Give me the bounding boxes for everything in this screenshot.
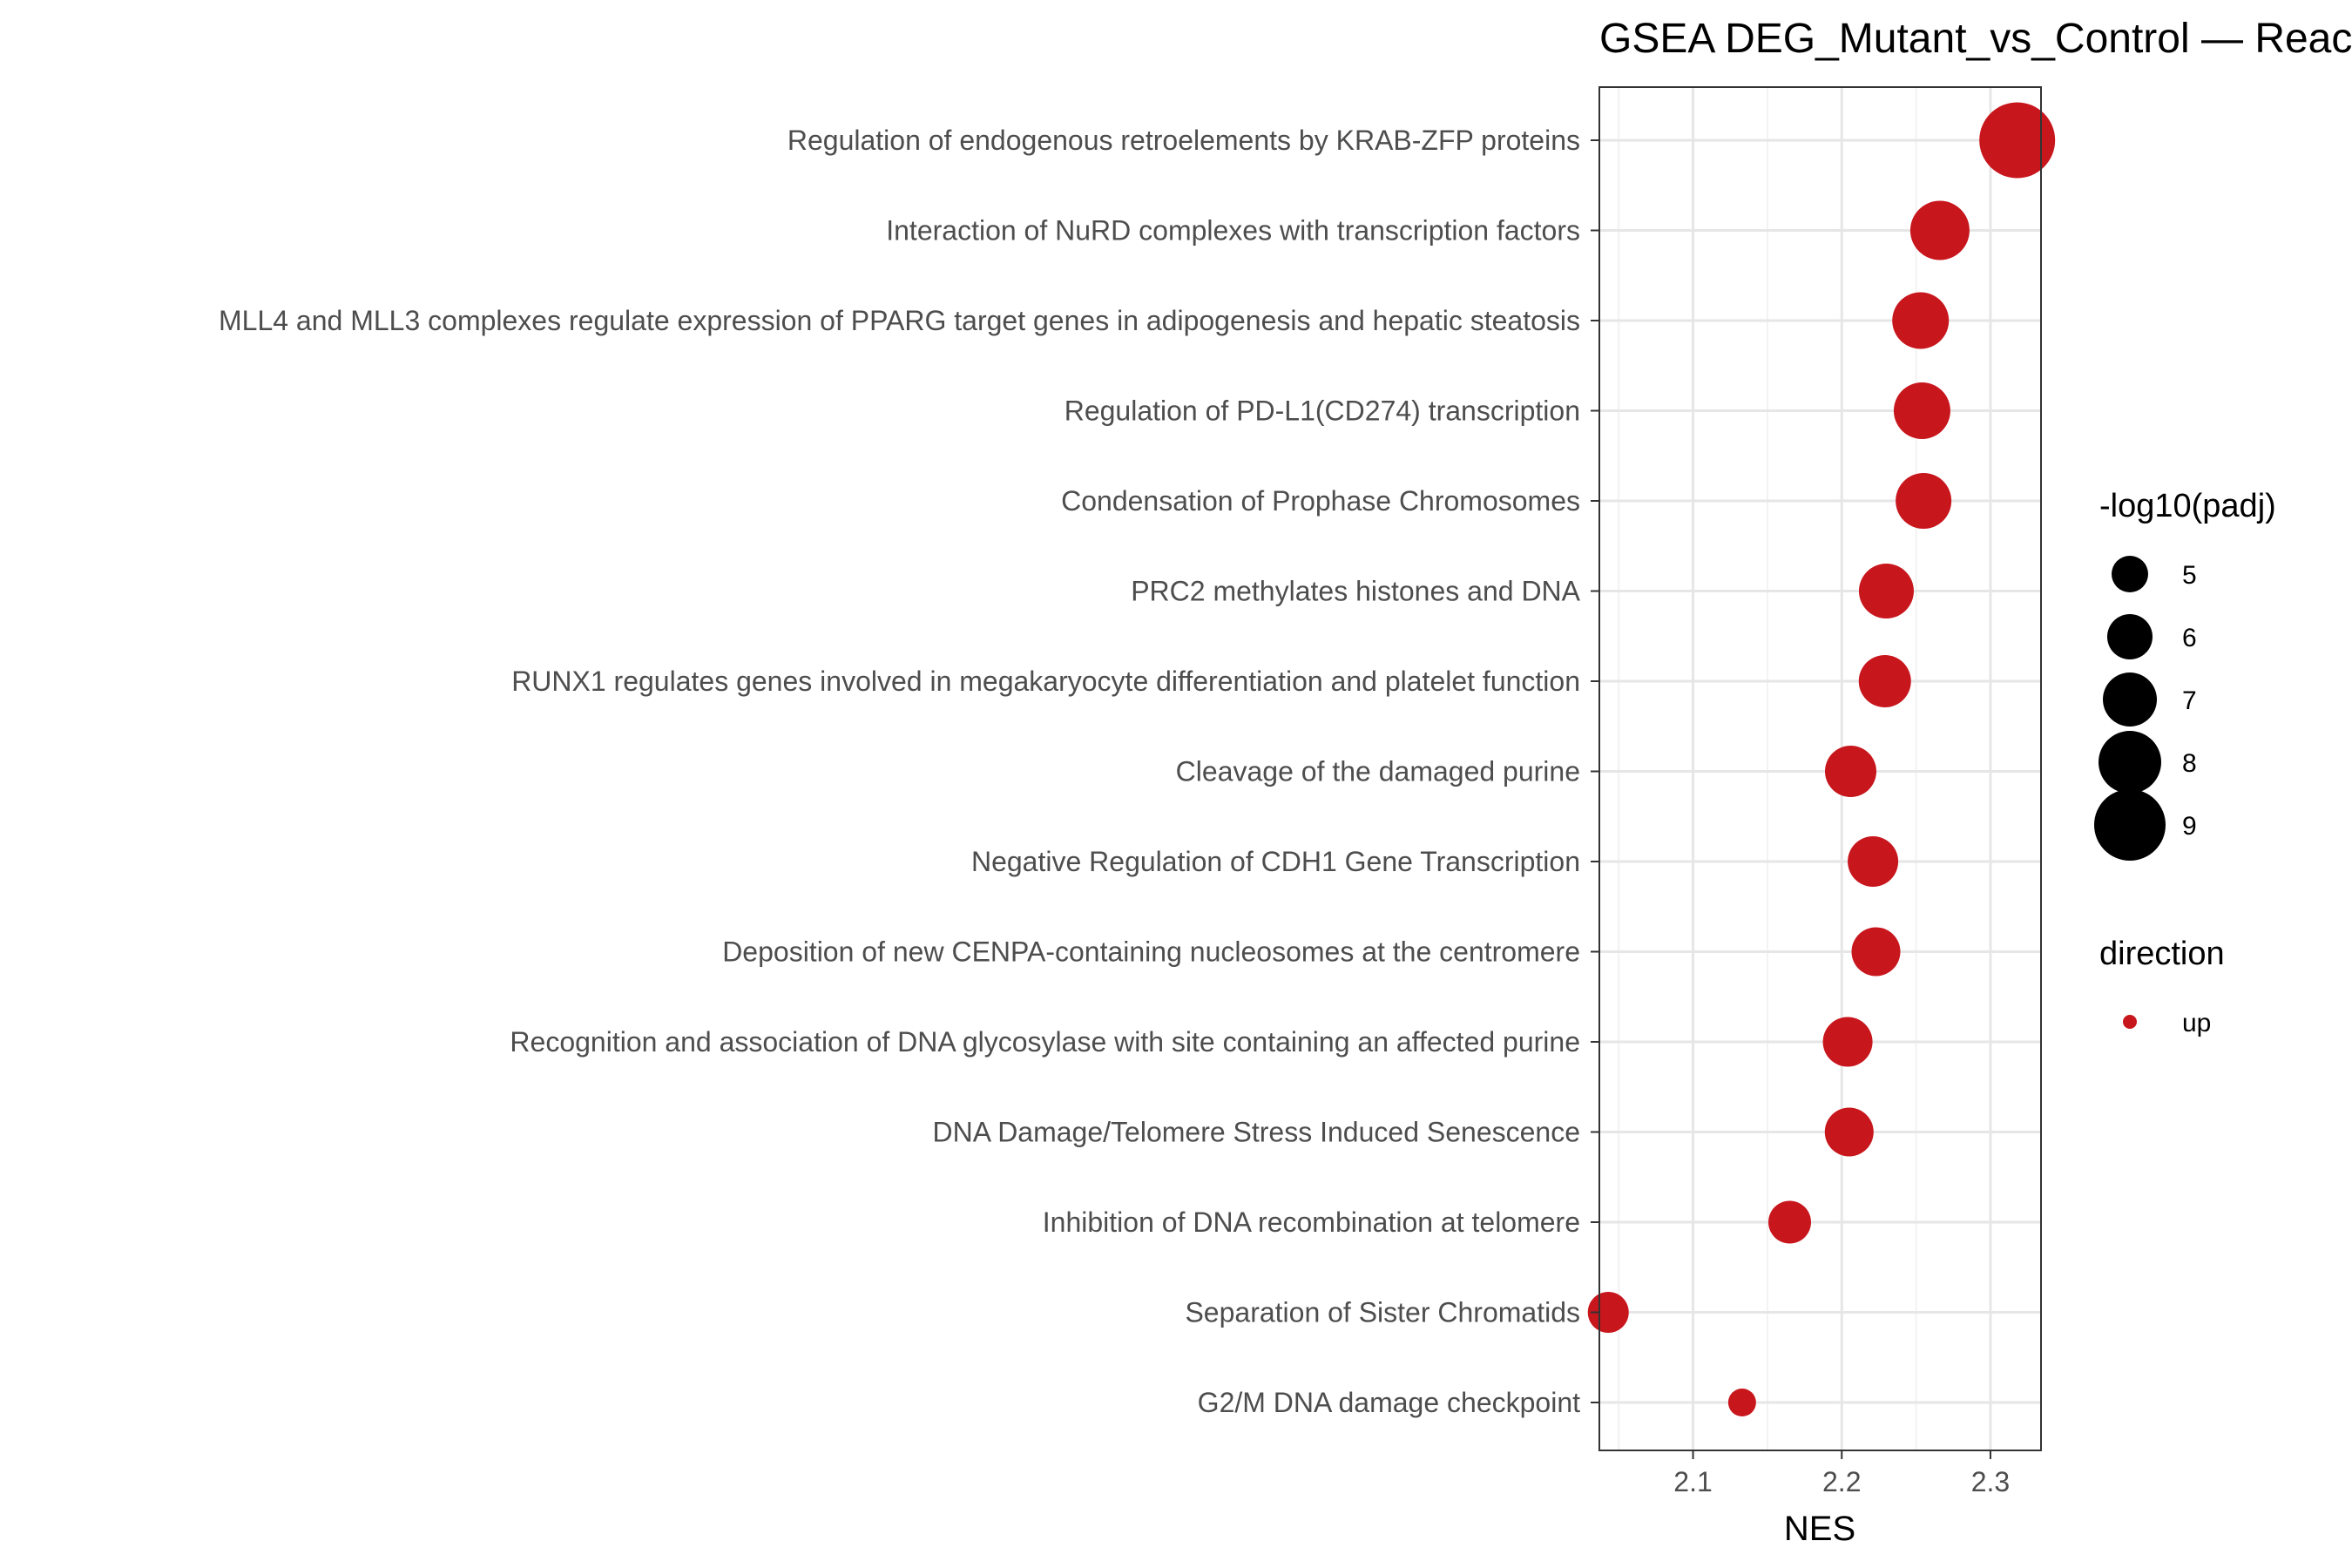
data-point	[1858, 655, 1911, 707]
size-legend-label: 7	[2182, 686, 2197, 715]
color-legend-label: up	[2182, 1009, 2211, 1037]
size-legend-title: -log10(padj)	[2099, 488, 2276, 524]
y-tick-label: Interaction of NuRD complexes with trans…	[886, 215, 1580, 247]
size-legend-key	[2103, 672, 2157, 727]
y-tick-label: DNA Damage/Telomere Stress Induced Senes…	[933, 1117, 1581, 1148]
y-tick-label: Inhibition of DNA recombination at telom…	[1043, 1206, 1580, 1238]
plot-panel	[1587, 86, 2056, 1451]
data-point	[1822, 1017, 1873, 1067]
x-axis: 2.1 2.2 2.3	[1673, 1450, 2010, 1497]
x-tick-label: 2.2	[1822, 1466, 1861, 1497]
y-tick-label: MLL4 and MLL3 complexes regulate express…	[219, 305, 1580, 336]
panel-border	[1598, 86, 2042, 1451]
major-gridlines	[1599, 87, 2041, 1450]
panel-background	[1599, 87, 2041, 1450]
data-point	[1727, 1389, 1756, 1416]
size-legend: -log10(padj) 5 6 7 8 9	[2094, 488, 2276, 861]
data-point	[1848, 836, 1899, 887]
data-point	[1824, 746, 1876, 797]
color-legend-key	[2123, 1015, 2137, 1029]
data-point	[1909, 200, 1970, 260]
data-point	[1824, 1107, 1874, 1157]
size-legend-key	[2099, 731, 2161, 794]
y-tick-label: Cleavage of the damaged purine	[1176, 756, 1580, 787]
size-legend-key	[2094, 789, 2166, 861]
size-legend-key	[2107, 614, 2153, 659]
data-point	[1896, 473, 1952, 529]
data-points	[1587, 102, 2056, 1416]
size-legend-label: 5	[2182, 561, 2197, 590]
y-tick-label: Regulation of PD-L1(CD274) transcription	[1064, 395, 1580, 427]
x-tick-label: 2.1	[1673, 1466, 1712, 1497]
data-point	[1587, 1292, 1629, 1333]
chart-title: GSEA DEG_Mutant_vs_Control — Reactome	[1599, 16, 2352, 62]
x-tick-label: 2.3	[1971, 1466, 2010, 1497]
data-point	[1892, 292, 1950, 349]
data-point	[1858, 564, 1914, 618]
size-legend-label: 8	[2182, 749, 2197, 778]
size-legend-label: 9	[2182, 812, 2197, 841]
y-tick-label: Recognition and association of DNA glyco…	[510, 1026, 1580, 1058]
y-tick-label: G2/M DNA damage checkpoint	[1198, 1387, 1580, 1418]
y-tick-label: Condensation of Prophase Chromosomes	[1061, 485, 1580, 517]
color-legend: direction up	[2099, 936, 2225, 1037]
y-axis: Regulation of endogenous retroelements b…	[219, 125, 1599, 1418]
y-tick-label: Regulation of endogenous retroelements b…	[787, 125, 1580, 156]
size-legend-key	[2112, 556, 2148, 592]
data-point	[1768, 1200, 1812, 1244]
x-axis-title: NES	[1784, 1510, 1855, 1548]
data-point	[1851, 927, 1901, 977]
data-point	[1893, 382, 1950, 439]
color-legend-title: direction	[2099, 936, 2225, 972]
y-tick-label: Negative Regulation of CDH1 Gene Transcr…	[971, 846, 1580, 877]
y-tick-label: Deposition of new CENPA-containing nucle…	[722, 936, 1580, 968]
y-tick-label: PRC2 methylates histones and DNA	[1131, 576, 1580, 607]
y-tick-label: Separation of Sister Chromatids	[1185, 1297, 1580, 1328]
size-legend-label: 6	[2182, 624, 2197, 652]
data-point	[1979, 102, 2056, 179]
y-tick-label: RUNX1 regulates genes involved in megaka…	[511, 666, 1580, 697]
